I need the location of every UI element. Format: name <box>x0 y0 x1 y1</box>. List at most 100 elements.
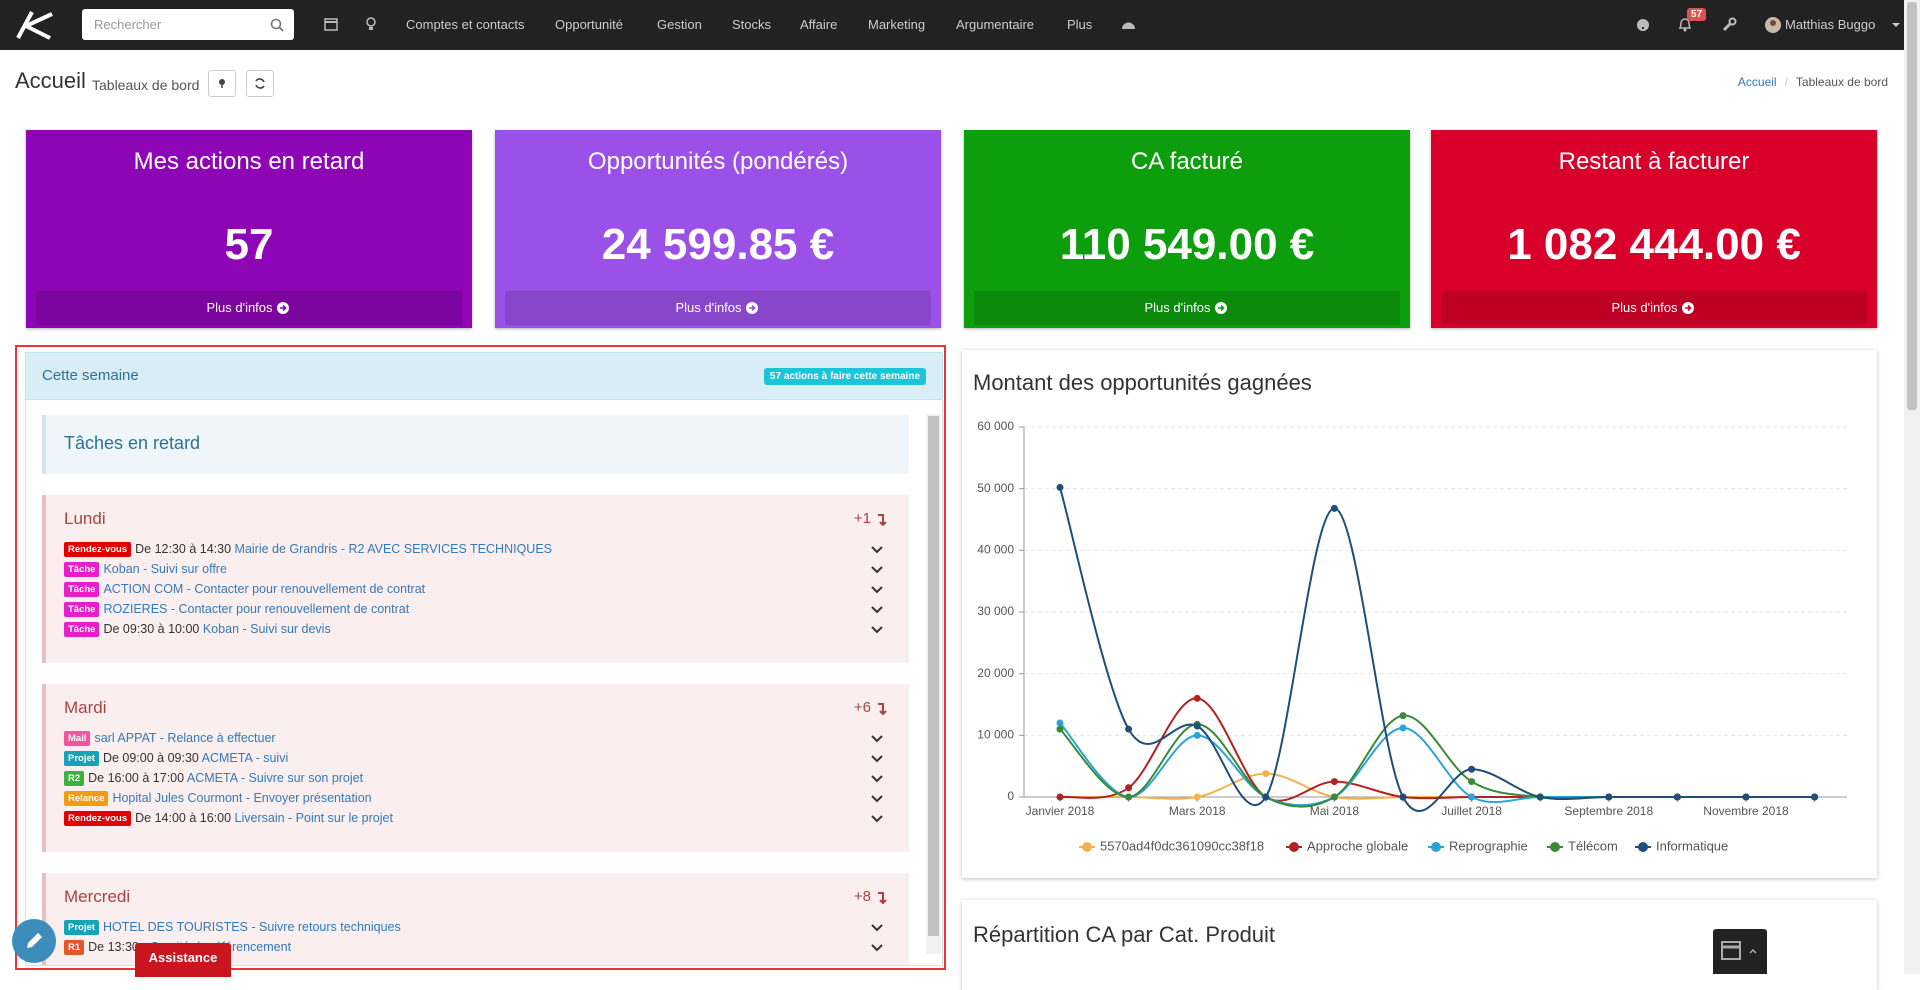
kpi-tile: Mes actions en retard 57 Plus d'infos <box>26 130 472 328</box>
task-row: Tâche Koban - Suivi sur offre <box>64 559 889 579</box>
series-point <box>1330 793 1338 801</box>
page-title: Accueil <box>15 68 86 93</box>
arrow-shape <box>748 304 756 312</box>
task-link[interactable]: sarl APPAT - Relance à effectuer <box>94 731 276 745</box>
legend-label[interactable]: Télécom <box>1568 838 1618 853</box>
legend-label[interactable]: Informatique <box>1656 838 1728 853</box>
task-link[interactable]: Koban - Suivi sur devis <box>202 622 331 636</box>
series-point <box>1056 725 1064 733</box>
pin-icon <box>219 79 225 88</box>
scrollbar-thumb[interactable] <box>928 416 939 936</box>
nav-item[interactable]: Stocks <box>732 17 772 32</box>
kpi-link-text: Plus d'infos <box>1611 300 1678 315</box>
calendar-widget[interactable] <box>1713 929 1767 974</box>
task-link[interactable]: Mairie de Grandris - R2 AVEC SERVICES TE… <box>234 542 552 556</box>
series-point <box>1605 793 1613 801</box>
nav-item[interactable]: Marketing <box>868 17 926 32</box>
kpi-link[interactable]: Plus d'infos <box>36 291 462 325</box>
chevron[interactable] <box>871 924 883 932</box>
chevron[interactable] <box>871 566 883 574</box>
series-point <box>1262 770 1270 778</box>
nav-item[interactable]: Comptes et contacts <box>406 17 525 32</box>
refresh-icon <box>255 78 265 89</box>
chevron[interactable] <box>871 775 883 783</box>
task-row: Tâche De 09:30 à 10:00 Koban - Suivi sur … <box>64 619 889 639</box>
nav-item[interactable]: Opportunité <box>555 17 623 32</box>
series-point <box>1125 793 1133 801</box>
chevron-shape <box>871 944 883 952</box>
task-tag: Projet <box>64 920 99 935</box>
search-box[interactable]: Rechercher <box>82 9 294 40</box>
assistance-tab[interactable]: Assistance <box>135 943 231 977</box>
page-scrollbar[interactable] <box>1904 0 1920 974</box>
arrow-shape <box>1684 304 1692 312</box>
caret <box>1892 23 1900 27</box>
task-link[interactable]: ACTION COM - Contacter pour renouvelleme… <box>103 582 426 596</box>
nav-item[interactable]: Plus <box>1067 17 1093 32</box>
refresh-button[interactable] <box>246 70 274 97</box>
logo[interactable] <box>12 8 56 42</box>
help-icon[interactable] <box>1636 18 1650 32</box>
day-name: Mercredi <box>64 887 131 906</box>
y-tick-label: 60 000 <box>977 419 1014 433</box>
y-tick-label: 10 000 <box>977 728 1014 742</box>
bell-icon[interactable] <box>1678 17 1692 32</box>
week-badge: 57 actions à faire cette semaine <box>763 368 926 385</box>
series-line <box>1059 697 1815 802</box>
edit-button[interactable] <box>11 918 57 964</box>
nav-item[interactable]: Argumentaire <box>956 17 1035 32</box>
week-panel: Cette semaine 57 actions à faire cette se… <box>15 345 946 970</box>
task-time: De 12:30 à 14:30 <box>135 542 232 556</box>
chevron-shape <box>871 815 883 823</box>
kpi-link[interactable]: Plus d'infos <box>1441 291 1867 325</box>
chevron-shape <box>871 626 883 634</box>
kpi-link[interactable]: Plus d'infos <box>505 291 931 325</box>
bulb-icon[interactable] <box>366 17 376 31</box>
chevron[interactable] <box>871 795 883 803</box>
nav-item[interactable]: Affaire <box>800 17 838 32</box>
task-tag: Tâche <box>64 622 100 637</box>
series-point <box>1056 719 1064 727</box>
chevron[interactable] <box>871 944 883 952</box>
series-point <box>1673 793 1681 801</box>
kpi-tile: CA facturé 110 549.00 € Plus d'infos <box>964 130 1410 328</box>
day-arrow <box>878 514 887 527</box>
avatar[interactable] <box>1765 17 1781 33</box>
kpi-value: 110 549.00 € <box>1059 220 1315 269</box>
kpi-link[interactable]: Plus d'infos <box>974 291 1400 325</box>
chevron[interactable] <box>871 626 883 634</box>
calendar-icon[interactable] <box>324 17 338 31</box>
breadcrumb-link[interactable]: Accueil <box>1737 75 1777 89</box>
pin-button[interactable] <box>208 70 236 97</box>
task-link[interactable]: HOTEL DES TOURISTES - Suivre retours tec… <box>102 920 401 934</box>
chevron[interactable] <box>871 546 883 554</box>
chevron[interactable] <box>871 755 883 763</box>
series-line <box>1059 714 1815 808</box>
task-link[interactable]: Hopital Jules Courmont - Envoyer présent… <box>112 791 372 805</box>
task-link[interactable]: ACMETA - Suivre sur son projet <box>186 771 364 785</box>
legend-label[interactable]: 5570ad4f0dc361090cc38f18 <box>1100 838 1264 853</box>
chevron[interactable] <box>871 815 883 823</box>
nav-item[interactable]: Gestion <box>657 17 702 32</box>
chevron[interactable] <box>871 586 883 594</box>
wrench-icon[interactable] <box>1722 17 1737 32</box>
chart-title: Montant des opportunités gagnées <box>973 370 1312 395</box>
task-link[interactable]: ROZIERES - Contacter pour renouvellement… <box>103 602 410 616</box>
task-tag: Relance <box>64 791 109 806</box>
chevron[interactable] <box>871 606 883 614</box>
task-link[interactable]: Koban - Suivi sur offre <box>103 562 227 576</box>
legend-label[interactable]: Reprographie <box>1449 838 1528 853</box>
user-name[interactable]: Matthias Buggo <box>1785 17 1876 32</box>
series-point <box>1468 765 1476 773</box>
page-scrollbar-thumb[interactable] <box>1907 2 1917 410</box>
task-tag: Tâche <box>64 582 100 597</box>
series-point <box>1056 793 1064 801</box>
kpi-title: Restant à facturer <box>1558 148 1750 175</box>
task-row: Relance Hopital Jules Courmont - Envoyer … <box>64 788 889 808</box>
task-link[interactable]: ACMETA - suivi <box>201 751 289 765</box>
chevron[interactable] <box>871 735 883 743</box>
legend-label[interactable]: Approche globale <box>1307 838 1408 853</box>
task-link[interactable]: Liversain - Point sur le projet <box>234 811 393 825</box>
dashboard-icon[interactable] <box>1121 18 1136 30</box>
task-row: Rendez-vous De 12:30 à 14:30 Mairie de Gr… <box>64 539 889 559</box>
